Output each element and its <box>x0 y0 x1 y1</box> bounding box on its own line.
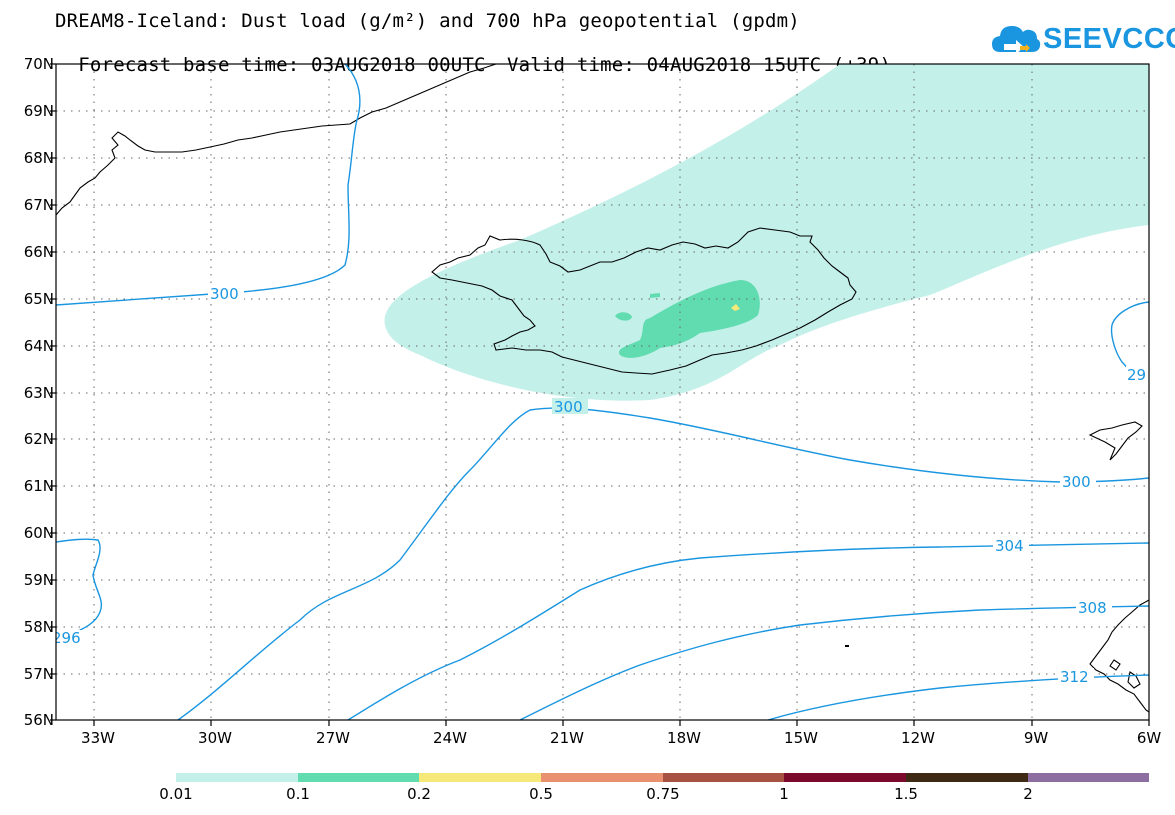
contour-label-300-center: 300 <box>554 398 583 416</box>
lat-label-56n: 56N <box>23 711 54 729</box>
colorbar-label: 0.75 <box>646 785 680 803</box>
forecast-base-time: Forecast base time: 03AUG2018 00UTC <box>78 54 486 76</box>
lat-label-62n: 62N <box>23 430 54 448</box>
lon-label-18w: 18W <box>667 729 701 747</box>
lat-label-66n: 66N <box>23 243 54 261</box>
dust-area-01c <box>650 293 660 298</box>
colorbar-label: 2 <box>1023 785 1033 803</box>
contour-label-300-east: 300 <box>1062 473 1091 491</box>
colorbar-label: 0.5 <box>529 785 553 803</box>
lat-label-65n: 65N <box>23 290 54 308</box>
lat-label-58n: 58N <box>23 618 54 636</box>
faroe-coastline <box>1088 421 1143 461</box>
lat-label-68n: 68N <box>23 149 54 167</box>
dust-area-01b <box>615 312 632 321</box>
lon-label-6w: 6W <box>1136 729 1162 747</box>
lon-label-12w: 12W <box>901 729 935 747</box>
contour-label-29: 29 <box>1127 366 1146 384</box>
lon-label-33w: 33W <box>81 729 115 747</box>
lon-label-21w: 21W <box>550 729 584 747</box>
colorbar-label: 1 <box>779 785 789 803</box>
colorbar-segment-6 <box>784 773 906 782</box>
colorbar-label: 0.01 <box>159 785 193 803</box>
map-title: DREAM8-Iceland: Dust load (g/m²) and 700… <box>55 10 800 32</box>
colorbar-label: 0.2 <box>407 785 431 803</box>
lon-label-9w: 9W <box>1023 729 1049 747</box>
lat-label-63n: 63N <box>23 384 54 402</box>
contour-304 <box>347 542 1149 720</box>
lon-label-24w: 24W <box>433 729 467 747</box>
dust-area-02 <box>731 304 740 311</box>
contour-label-296: 296 <box>52 629 81 647</box>
lat-label-60n: 60N <box>23 524 54 542</box>
greenland-coastline <box>56 64 497 216</box>
contour-29-east <box>1110 301 1149 377</box>
contour-label-304: 304 <box>995 537 1024 555</box>
lat-label-64n: 64N <box>23 337 54 355</box>
colorbar-segment-4 <box>541 773 663 782</box>
lat-label-67n: 67N <box>23 196 54 214</box>
contour-308 <box>519 605 1149 720</box>
rockall-islet <box>845 645 849 647</box>
axis-ticks <box>50 63 1150 726</box>
colorbar-label: 1.5 <box>894 785 918 803</box>
seevccc-logo: SEEVCCC <box>990 20 1175 62</box>
colorbar-segment-7 <box>906 773 1028 782</box>
map-frame <box>55 63 1150 721</box>
colorbar-label: 0.1 <box>286 785 310 803</box>
contour-300-south <box>177 407 1149 720</box>
contour-296-west <box>56 538 102 638</box>
iceland-coastline <box>431 227 857 375</box>
lon-label-27w: 27W <box>316 729 350 747</box>
contour-label-308: 308 <box>1078 599 1107 617</box>
lat-label-70n: 70N <box>23 55 54 73</box>
cloud-icon <box>992 26 1041 54</box>
scotland-coastline <box>1089 599 1149 713</box>
colorbar-segment-3 <box>419 773 541 782</box>
lat-label-69n: 69N <box>23 102 54 120</box>
contour-label-300-north: 300 <box>210 285 239 303</box>
colorbar-segment-8 <box>1028 773 1149 782</box>
lon-label-15w: 15W <box>784 729 818 747</box>
lat-label-57n: 57N <box>23 665 54 683</box>
contour-300-north <box>56 64 361 306</box>
lon-label-30w: 30W <box>198 729 232 747</box>
colorbar-segment-2 <box>298 773 419 782</box>
lat-label-61n: 61N <box>23 477 54 495</box>
colorbar-segment-5 <box>663 773 784 782</box>
lat-label-59n: 59N <box>23 571 54 589</box>
logo-text: SEEVCCC <box>1043 23 1175 55</box>
contour-label-312: 312 <box>1060 668 1089 686</box>
dust-area-001 <box>384 64 1149 401</box>
colorbar-segment-1 <box>176 773 298 782</box>
